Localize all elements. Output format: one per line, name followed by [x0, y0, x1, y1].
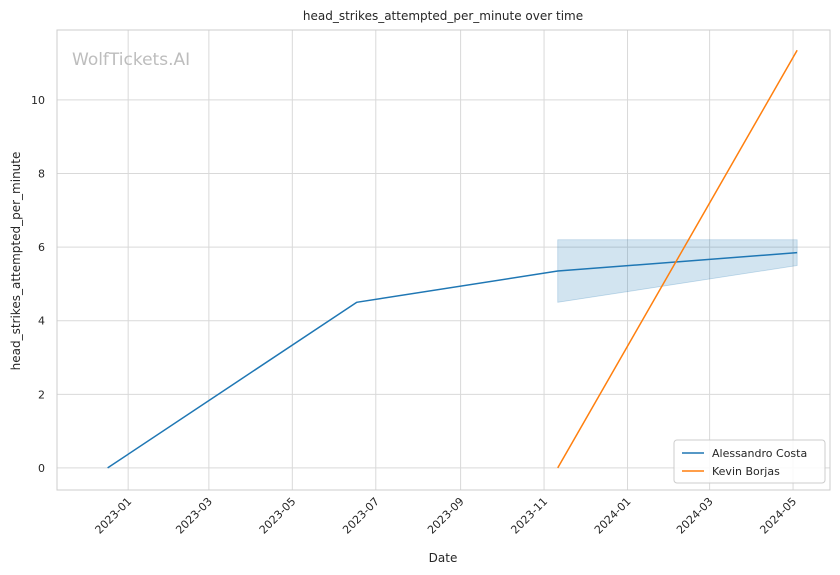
- legend-label: Alessandro Costa: [712, 447, 807, 460]
- y-tick-label: 8: [38, 168, 45, 181]
- x-axis-label: Date: [429, 551, 458, 565]
- y-axis-label: head_strikes_attempted_per_minute: [9, 152, 23, 371]
- y-tick-label: 6: [38, 241, 45, 254]
- series-line: [107, 251, 798, 469]
- legend: Alessandro Costa Kevin Borjas: [673, 439, 826, 484]
- legend-label: Kevin Borjas: [712, 465, 780, 478]
- watermark: WolfTickets.AI: [72, 50, 190, 70]
- confidence-band: [557, 239, 798, 303]
- chart-title: head_strikes_attempted_per_minute over t…: [303, 9, 583, 23]
- plot-frame: [56, 29, 831, 491]
- y-tick-label: 4: [38, 315, 45, 328]
- y-axis-ticks: 0 2 4 6 8 10: [31, 94, 45, 475]
- series-lines: [107, 49, 798, 469]
- y-tick-label: 10: [31, 94, 45, 107]
- y-tick-label: 2: [38, 388, 45, 401]
- series-line: [557, 49, 798, 469]
- legend-box: [673, 439, 826, 484]
- y-tick-label: 0: [38, 462, 45, 475]
- confidence-bands: [557, 239, 798, 303]
